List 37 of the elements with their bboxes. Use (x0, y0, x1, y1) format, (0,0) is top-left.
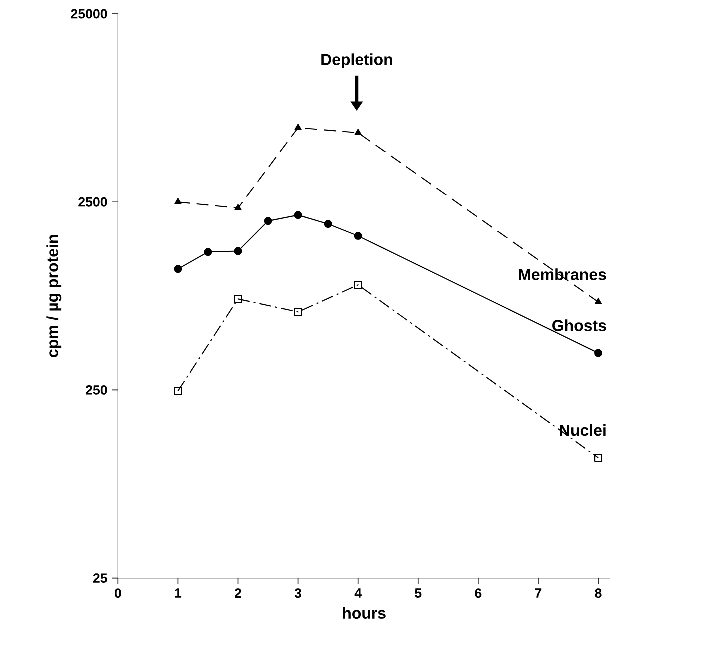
x-tick-label: 6 (475, 588, 482, 598)
point (234, 204, 242, 210)
point (354, 280, 362, 289)
point (234, 247, 242, 256)
point (264, 216, 272, 225)
point (594, 349, 602, 358)
annotation: Depletion (322, 53, 392, 68)
x-tick-label: 4 (354, 588, 362, 598)
y-tick-label: 2500 (78, 197, 108, 207)
point (294, 124, 302, 130)
series-label: Membranes (519, 268, 606, 280)
point (234, 294, 242, 303)
x-tick-label: 8 (595, 588, 602, 598)
x-tick-label: 2 (235, 588, 242, 598)
x-tick-label: 1 (175, 588, 182, 598)
y-tick-label: 250 (86, 385, 108, 395)
series-label: Nuclei (560, 424, 606, 436)
y-axis-title: cpm / µg protein (46, 235, 62, 358)
point (324, 220, 332, 228)
point (174, 198, 182, 204)
x-tick-label: 3 (294, 588, 302, 598)
y-tick-label: 25 (93, 573, 108, 583)
point (204, 248, 212, 256)
x-tick-label: 5 (415, 588, 422, 598)
point (174, 386, 182, 395)
x-axis-title: hours (343, 607, 386, 619)
x-tick-label: 0 (114, 588, 122, 598)
point (594, 454, 602, 462)
point (354, 128, 362, 136)
y-tick-label: 25000 (71, 9, 108, 19)
point (294, 210, 302, 219)
point (354, 232, 362, 240)
x-tick-label: 7 (535, 588, 542, 598)
point (174, 264, 182, 273)
point (294, 308, 302, 316)
point (594, 298, 602, 304)
series-label: Ghosts (552, 319, 606, 332)
